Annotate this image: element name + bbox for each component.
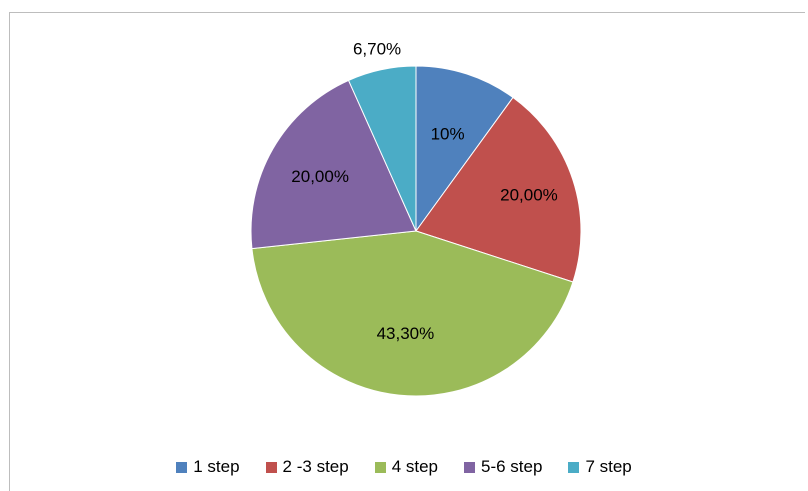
legend-item-4-step: 4 step	[374, 457, 439, 477]
legend-swatch	[568, 461, 580, 473]
legend-item-7-step: 7 step	[568, 457, 632, 477]
pie-slice-2-3-step	[415, 96, 582, 283]
pie-slice-7-step	[347, 65, 417, 232]
data-label: 20,00%	[500, 185, 558, 204]
data-label: 10%	[431, 125, 465, 144]
legend-label: 7 step	[585, 457, 632, 476]
pie-slice-4-step	[251, 230, 574, 397]
legend-swatch	[176, 461, 188, 473]
legend-swatch	[374, 461, 386, 473]
data-label: 6,70%	[353, 40, 401, 59]
legend-label: 5-6 step	[481, 457, 543, 476]
legend-item-1-step: 1 step	[176, 457, 240, 477]
legend-item-2-3-step: 2 -3 step	[265, 457, 349, 477]
legend-label: 2 -3 step	[282, 457, 349, 476]
legend-label: 4 step	[391, 457, 439, 476]
legend-swatch	[464, 461, 476, 473]
legend-swatch	[265, 461, 277, 473]
pie-slice-5-6-step	[250, 79, 417, 250]
chart-frame	[9, 12, 805, 491]
data-label: 20,00%	[291, 167, 349, 186]
legend-item-5-6-step: 5-6 step	[464, 457, 542, 477]
pie-slice-1-step	[415, 65, 514, 233]
chart-legend: 1 step 2 -3 step 4 step 5-6 step 7 step	[0, 455, 808, 479]
legend-label: 1 step	[193, 457, 240, 476]
data-label: 43,30%	[377, 324, 435, 343]
